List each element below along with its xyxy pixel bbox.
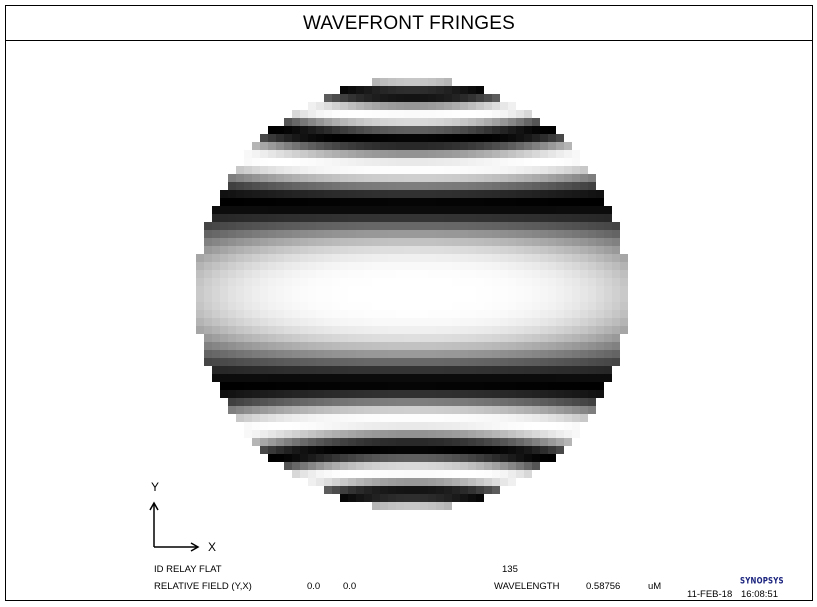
wavelength-label: WAVELENGTH xyxy=(494,581,560,592)
id-value: 135 xyxy=(502,564,518,575)
plot-title: WAVEFRONT FRINGES xyxy=(302,13,516,34)
field-label: RELATIVE FIELD (Y,X) xyxy=(154,581,252,592)
axis-indicator xyxy=(149,501,200,552)
x-axis-label: X xyxy=(208,540,217,554)
field-y-value: 0.0 xyxy=(307,581,321,592)
y-axis-label: Y xyxy=(151,480,160,494)
title-bar: WAVEFRONT FRINGES xyxy=(6,6,812,41)
axis-arrow-y-icon xyxy=(149,501,159,547)
axis-arrow-x-icon xyxy=(154,542,200,552)
time-stamp: 16:08:51 xyxy=(741,589,778,600)
synopsys-logo: SYNOPSYS xyxy=(740,576,784,586)
date-stamp: 11-FEB-18 xyxy=(687,589,733,600)
field-x-value: 0.0 xyxy=(343,581,357,592)
id-label: ID RELAY FLAT xyxy=(154,564,222,575)
wavelength-unit: uM xyxy=(648,581,662,592)
wavelength-value: 0.58756 xyxy=(586,581,621,592)
fringe-pattern xyxy=(196,78,628,510)
